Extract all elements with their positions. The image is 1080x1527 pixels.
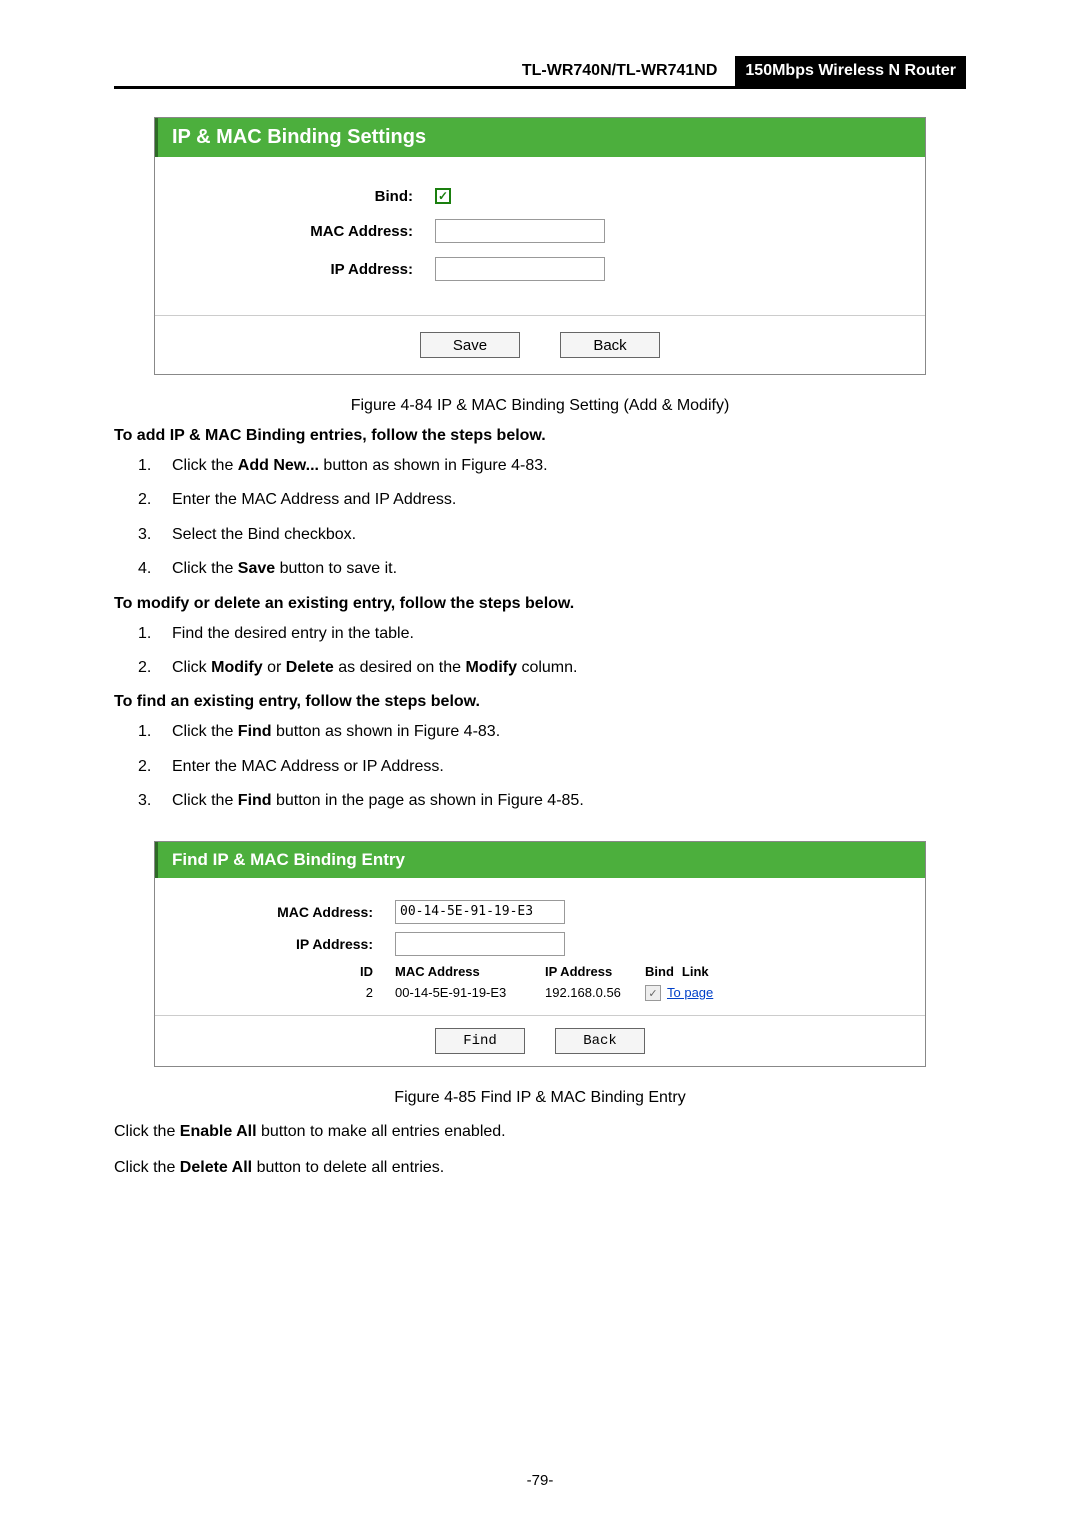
table-row: 2 00-14-5E-91-19-E3 192.168.0.56 ✓ To pa… [175, 985, 905, 1002]
list-item: 3.Select the Bind checkbox. [138, 524, 966, 546]
row-ip: 192.168.0.56 [545, 985, 645, 1000]
product-name: 150Mbps Wireless N Router [735, 56, 966, 86]
save-button[interactable]: Save [420, 332, 520, 358]
ip-input[interactable] [435, 257, 605, 281]
list-item: 2.Enter the MAC Address and IP Address. [138, 489, 966, 511]
row-mac: 00-14-5E-91-19-E3 [395, 985, 545, 1000]
list-item: 3.Click the Find button in the page as s… [138, 790, 966, 812]
figure-4-85-caption: Figure 4-85 Find IP & MAC Binding Entry [114, 1089, 966, 1107]
find-ip-label: IP Address: [175, 936, 395, 952]
find-ip-mac-panel: Find IP & MAC Binding Entry MAC Address:… [154, 841, 926, 1068]
doc-header: TL-WR740N/TL-WR741ND 150Mbps Wireless N … [114, 56, 966, 89]
delete-all-paragraph: Click the Delete All button to delete al… [114, 1157, 966, 1179]
find-mac-input[interactable] [395, 900, 565, 924]
list-item: 1.Click the Find button as shown in Figu… [138, 721, 966, 743]
list-item: 2.Click Modify or Delete as desired on t… [138, 657, 966, 679]
col-mac-header: MAC Address [395, 964, 545, 979]
mac-label: MAC Address: [175, 223, 435, 240]
enable-all-paragraph: Click the Enable All button to make all … [114, 1121, 966, 1143]
find-ip-input[interactable] [395, 932, 565, 956]
row-bind-checkbox: ✓ [645, 985, 661, 1002]
mac-input[interactable] [435, 219, 605, 243]
ip-label: IP Address: [175, 261, 435, 278]
bind-checkbox[interactable]: ✓ [435, 188, 451, 204]
back-button-2[interactable]: Back [555, 1028, 645, 1054]
add-heading: To add IP & MAC Binding entries, follow … [114, 427, 966, 445]
list-item: 1.Find the desired entry in the table. [138, 623, 966, 645]
modify-heading: To modify or delete an existing entry, f… [114, 595, 966, 613]
model-label: TL-WR740N/TL-WR741ND [514, 58, 726, 84]
find-steps-list: 1.Click the Find button as shown in Figu… [138, 721, 966, 812]
row-id: 2 [175, 985, 395, 1000]
add-steps-list: 1.Click the Add New... button as shown i… [138, 455, 966, 581]
back-button[interactable]: Back [560, 332, 660, 358]
panel1-title: IP & MAC Binding Settings [155, 118, 925, 157]
col-bind-header: Bind [645, 964, 674, 979]
modify-steps-list: 1.Find the desired entry in the table. 2.… [138, 623, 966, 680]
col-ip-header: IP Address [545, 964, 645, 979]
panel2-title: Find IP & MAC Binding Entry [155, 842, 925, 878]
page-number: -79- [0, 1472, 1080, 1489]
col-id-header: ID [175, 964, 395, 979]
find-button[interactable]: Find [435, 1028, 525, 1054]
col-link-header: Link [682, 964, 709, 979]
ip-mac-binding-panel: IP & MAC Binding Settings Bind: ✓ MAC Ad… [154, 117, 926, 375]
bind-label: Bind: [175, 188, 435, 205]
figure-4-84-caption: Figure 4-84 IP & MAC Binding Setting (Ad… [114, 397, 966, 415]
find-heading: To find an existing entry, follow the st… [114, 693, 966, 711]
list-item: 1.Click the Add New... button as shown i… [138, 455, 966, 477]
results-table: ID MAC Address IP Address Bind Link 2 00… [175, 964, 905, 1002]
list-item: 4.Click the Save button to save it. [138, 558, 966, 580]
list-item: 2.Enter the MAC Address or IP Address. [138, 756, 966, 778]
to-page-link[interactable]: To page [667, 985, 713, 1000]
find-mac-label: MAC Address: [175, 904, 395, 920]
